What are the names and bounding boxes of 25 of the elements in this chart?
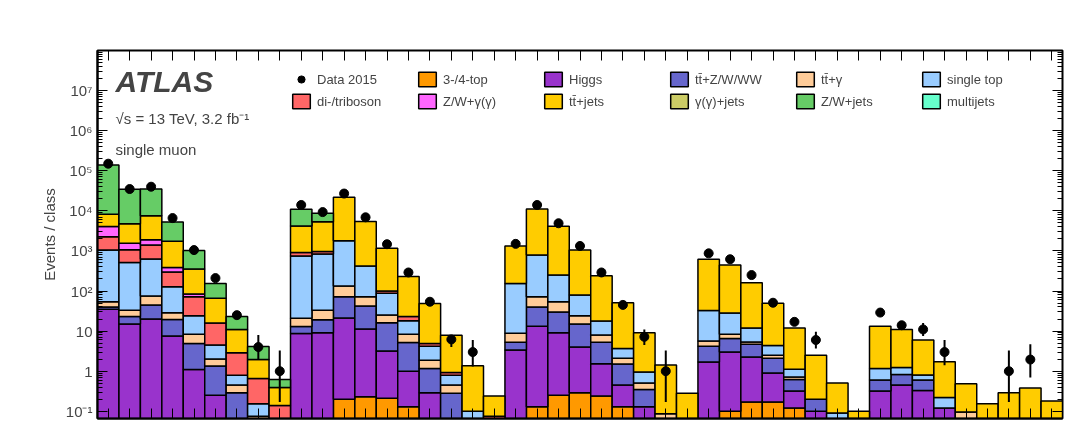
legend-label: di-/triboson	[317, 93, 383, 109]
legend-label: single top	[947, 71, 1004, 87]
legend-label: tt̄+Z/W/WW	[695, 71, 763, 87]
y-tick-label: 10	[75, 322, 93, 340]
legend-label: Higgs	[569, 71, 604, 87]
y-tick-label: 10⁶	[69, 122, 93, 140]
legend-label: 3-/4-top	[443, 71, 489, 87]
legend-label: Data 2015	[317, 71, 378, 87]
y-tick-label: 1	[84, 362, 93, 380]
legend-label: Z/W+jets	[821, 93, 874, 109]
annotation: √s = 13 TeV, 3.2 fb⁻¹	[115, 109, 250, 127]
y-tick-label: 10²	[70, 282, 93, 300]
legend-label: tt̄+γ	[821, 71, 844, 87]
annotation: ATLAS	[114, 64, 214, 98]
y-tick-label: 10⁵	[69, 162, 93, 180]
y-tick-label: 10³	[70, 242, 93, 260]
legend-label: γ(γ)+jets	[695, 93, 746, 109]
annotation: single muon	[115, 140, 197, 158]
legend-label: multijets	[947, 93, 996, 109]
legend-label: Z/W+γ(γ)	[443, 93, 498, 109]
y-tick-label: 10⁷	[70, 82, 93, 100]
y-tick-label: 10⁻¹	[65, 402, 93, 420]
legend-label: tt̄+jets	[569, 93, 606, 109]
y-tick-label: 10⁴	[69, 202, 93, 220]
y-axis-title: Events / class	[40, 188, 58, 281]
